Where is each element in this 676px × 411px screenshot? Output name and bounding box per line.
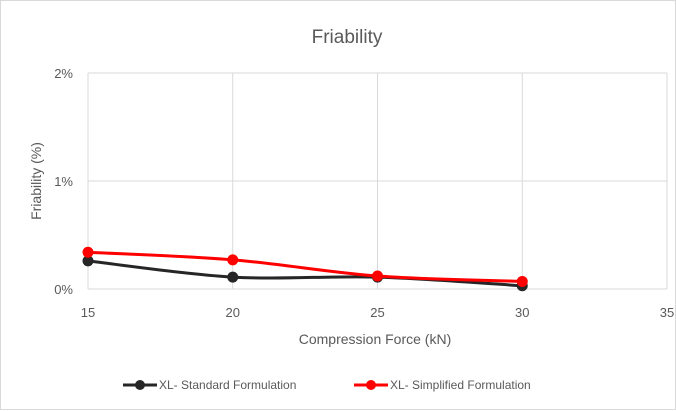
plot-series	[82, 246, 528, 292]
series-line	[86, 250, 524, 283]
series-2	[82, 246, 528, 287]
data-point	[516, 275, 528, 287]
y-tick-label: 0%	[54, 282, 73, 297]
x-tick-label: 25	[370, 305, 384, 320]
legend-marker	[135, 380, 145, 390]
data-point	[372, 270, 383, 282]
tick-labels: 0% 1% 2% 15 20 25 30 35	[54, 66, 674, 320]
y-tick-label: 2%	[54, 66, 73, 81]
legend-label: XL- Standard Formulation	[159, 378, 296, 392]
y-tick-label: 1%	[54, 174, 73, 189]
series-1	[82, 255, 528, 292]
gridlines	[87, 72, 668, 290]
data-point	[82, 246, 94, 258]
x-tick-label: 30	[515, 305, 529, 320]
x-tick-label: 15	[81, 305, 95, 320]
data-point	[227, 254, 239, 266]
x-tick-label: 35	[660, 305, 674, 320]
legend-item: XL- Standard Formulation	[123, 378, 296, 392]
legend-item: XL- Simplified Formulation	[354, 378, 531, 392]
legend-label: XL- Simplified Formulation	[390, 378, 531, 392]
data-point	[227, 271, 239, 283]
legend-marker	[366, 380, 376, 390]
series-line	[86, 259, 524, 288]
chart-title: Friability	[312, 27, 383, 48]
legend: XL- Standard Formulation XL- Simplified F…	[123, 378, 531, 392]
x-axis-title: Compression Force (kN)	[299, 331, 451, 347]
x-tick-label: 20	[226, 305, 240, 320]
y-axis-title: Friability (%)	[28, 142, 44, 220]
